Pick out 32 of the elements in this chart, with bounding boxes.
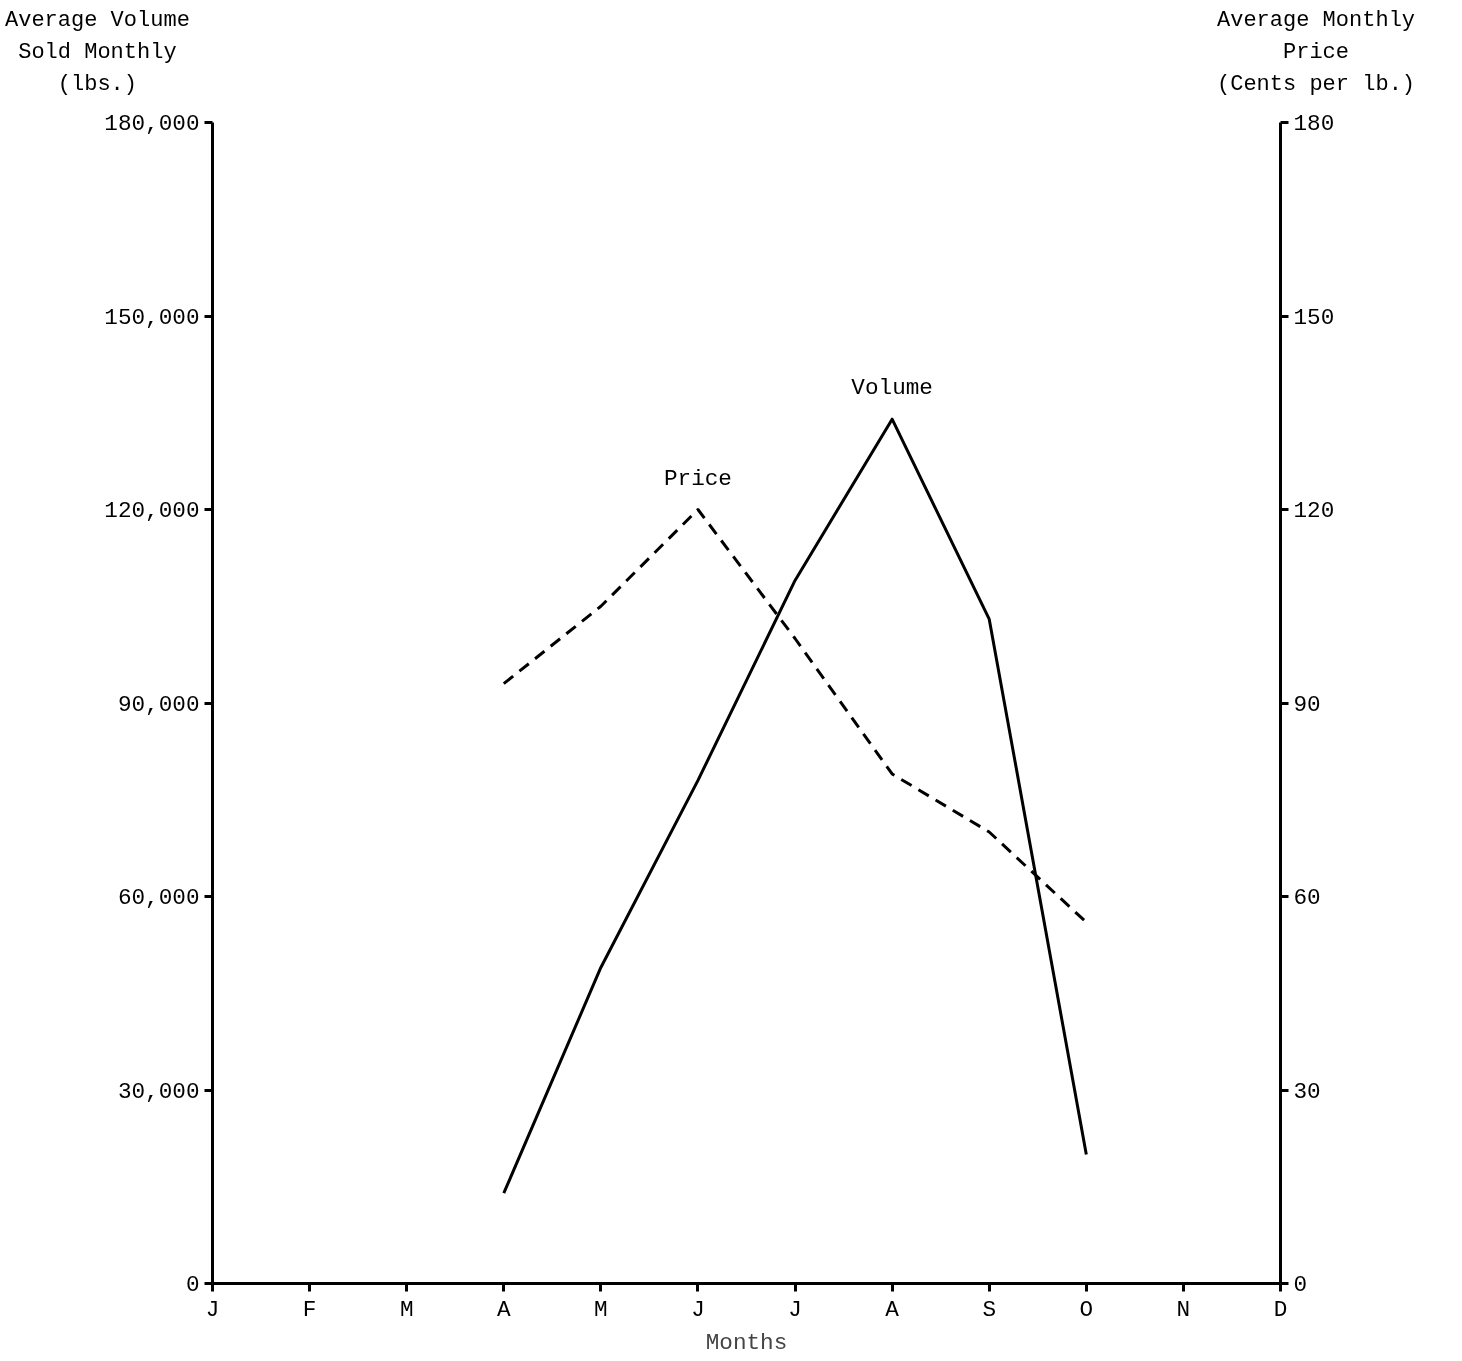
x-tick-label: S (982, 1296, 997, 1323)
x-tick-label: A (885, 1296, 900, 1323)
y-tick-label: 30,000 (117, 1078, 200, 1105)
y2-tick-label: 60 (1293, 885, 1321, 911)
series-label: Volume (851, 375, 933, 402)
y-tick-label: 150,000 (104, 304, 200, 331)
x-tick-label: F (302, 1296, 317, 1323)
y-tick-label: 90,000 (117, 691, 200, 718)
y-tick-label: 120,000 (104, 498, 200, 524)
y2-tick-label: 0 (1293, 1272, 1308, 1298)
x-axis-title: Months (705, 1329, 788, 1356)
y2-tick-label: 180 (1293, 111, 1335, 137)
y2-tick-label: 90 (1293, 691, 1321, 718)
x-tick-label: J (788, 1296, 802, 1323)
y2-tick-label: 30 (1293, 1078, 1321, 1105)
x-tick-label: M (594, 1296, 608, 1323)
x-tick-label: O (1079, 1296, 1094, 1323)
y2-axis-title: Average Monthly Price (Cents per lb.) (1217, 7, 1416, 99)
line-series (502, 417, 1088, 1195)
y2-tick-label: 120 (1293, 498, 1335, 524)
x-tick-label: J (691, 1296, 705, 1323)
x-tick-label: N (1176, 1296, 1191, 1323)
y-axis-title: Average Volume Sold Monthly (lbs.) (5, 7, 190, 99)
x-tick-label: M (399, 1296, 414, 1323)
x-tick-label: D (1273, 1296, 1288, 1323)
series-label: Price (663, 465, 732, 492)
x-tick-label: J (205, 1296, 220, 1323)
y-tick-label: 60,000 (117, 885, 200, 911)
y-tick-label: 0 (185, 1272, 200, 1298)
y2-tick-label: 150 (1293, 304, 1335, 331)
y-tick-label: 180,000 (104, 111, 200, 137)
x-tick-label: A (496, 1296, 511, 1323)
